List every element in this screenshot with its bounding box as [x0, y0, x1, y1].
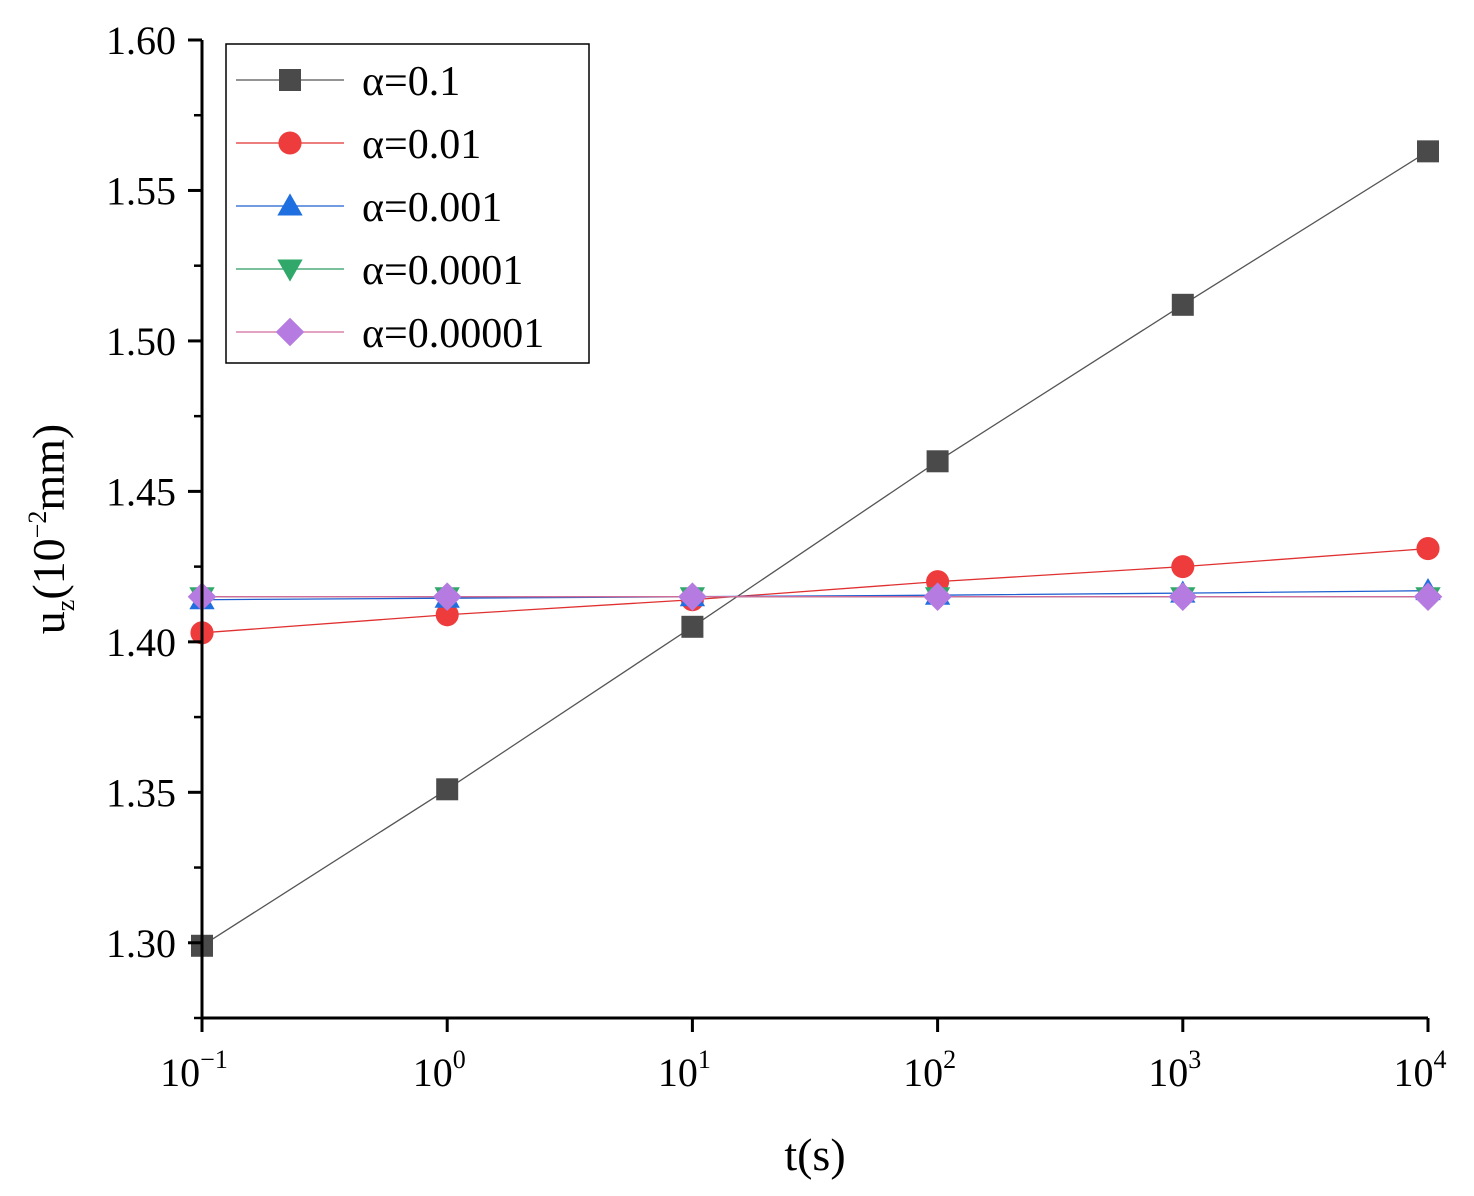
- legend-marker: [278, 131, 302, 155]
- y-axis-label: uz(10−2mm): [23, 424, 80, 634]
- x-tick-label-base: 10: [160, 1050, 200, 1095]
- axes: [200, 40, 1428, 1020]
- data-point: [678, 582, 707, 612]
- legend: α=0.1 α=0.01 α=0.001 α=0.0001 α=0.00001: [225, 43, 590, 364]
- x-tick-label: 101: [658, 1045, 711, 1095]
- data-point: [923, 582, 952, 612]
- y-tick-label: 1.45: [106, 469, 176, 514]
- x-tick-label-base: 10: [1148, 1050, 1188, 1095]
- data-point: [1168, 582, 1198, 612]
- legend-item: α=0.0001: [236, 248, 523, 294]
- legend-item: α=0.01: [236, 122, 481, 168]
- x-tick-label: 104: [1394, 1045, 1447, 1095]
- legend-label: α=0.01: [362, 122, 481, 168]
- data-point: [1171, 555, 1195, 579]
- series-line: [201, 150, 1429, 947]
- x-tick-label-base: 10: [413, 1050, 453, 1095]
- x-tick-label-exponent: 1: [698, 1045, 711, 1074]
- series-1: [191, 140, 1439, 957]
- y-axis-label-exponent: −2: [23, 511, 52, 539]
- data-point: [1171, 293, 1194, 316]
- y-axis-label-subscript: z: [51, 600, 80, 612]
- data-point: [1416, 537, 1440, 561]
- series-2: [190, 537, 1440, 645]
- y-tick-label: 1.55: [106, 168, 176, 213]
- data-point: [1417, 140, 1439, 163]
- x-tick-label-exponent: 3: [1188, 1045, 1201, 1074]
- x-tick-label-exponent: 0: [453, 1045, 466, 1074]
- x-tick-label-base: 10: [658, 1050, 698, 1095]
- legend-label: α=0.00001: [362, 311, 544, 357]
- legend-marker: [277, 193, 303, 216]
- series-line: [201, 590, 1429, 601]
- x-tick-label: 100: [413, 1045, 466, 1095]
- y-tick-label: 1.30: [106, 921, 176, 966]
- data-point: [436, 778, 459, 801]
- x-tick-label: 102: [903, 1045, 956, 1095]
- data-point: [432, 582, 462, 612]
- legend-label: α=0.0001: [362, 248, 523, 294]
- legend-marker: [277, 259, 303, 282]
- data-point: [926, 450, 949, 473]
- data-point: [1413, 582, 1443, 612]
- x-tick-label-exponent: 2: [943, 1045, 956, 1074]
- x-axis-label: t(s): [784, 1129, 845, 1180]
- y-axis-label-paren: (10: [23, 538, 74, 599]
- y-tick-label: 1.50: [106, 319, 176, 364]
- legend-item: α=0.001: [236, 185, 502, 231]
- x-tick-label-exponent: 4: [1434, 1045, 1447, 1074]
- legend-item: α=0.1: [236, 59, 460, 105]
- data-point: [681, 615, 704, 638]
- x-tick-label-base: 10: [1394, 1050, 1434, 1095]
- y-tick-label: 1.40: [106, 620, 176, 665]
- x-tick-label-base: 10: [903, 1050, 943, 1095]
- y-tick-label: 1.60: [106, 18, 176, 63]
- y-tick-label: 1.35: [106, 770, 176, 815]
- legend-label: α=0.1: [362, 59, 460, 105]
- series-layer: [187, 140, 1443, 957]
- legend-label: α=0.001: [362, 185, 502, 231]
- x-tick-label-exponent: −1: [200, 1045, 228, 1074]
- x-tick-label: 103: [1148, 1045, 1201, 1095]
- legend-marker: [279, 69, 301, 91]
- series-line: [201, 547, 1429, 634]
- legend-marker: [275, 317, 305, 347]
- series-3: [189, 578, 1441, 610]
- x-tick-label: 10−1: [160, 1045, 228, 1095]
- series-5: [187, 582, 1443, 612]
- data-point: [435, 603, 459, 627]
- y-axis-label-main: u: [23, 611, 74, 634]
- y-axis-label-unit: mm): [23, 424, 74, 511]
- legend-item: α=0.00001: [236, 311, 544, 357]
